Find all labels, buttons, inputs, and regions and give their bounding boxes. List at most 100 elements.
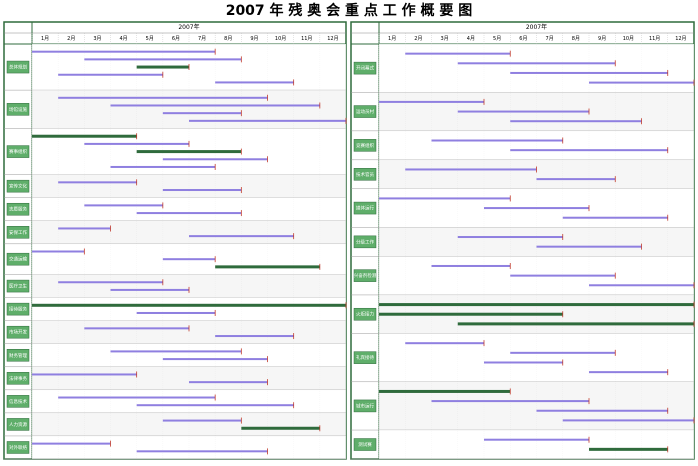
task-bar [110, 288, 189, 291]
section-band [32, 389, 346, 413]
task-bar [484, 438, 589, 441]
month-label: 12月 [675, 36, 686, 42]
month-label: 3月 [93, 36, 101, 42]
section-label: 宣传文化 [9, 183, 27, 190]
task-bar [189, 119, 346, 122]
section-label-box [6, 325, 30, 339]
task-bar [457, 62, 616, 65]
month-label: 7月 [198, 36, 206, 42]
section-band [32, 174, 346, 198]
month-label: 11月 [301, 36, 312, 42]
section-label-box [6, 252, 30, 266]
task-bar [162, 419, 242, 422]
section-label: 赛事组织 [9, 148, 27, 155]
task-bar [58, 227, 111, 230]
task-bar [379, 389, 511, 393]
task-bar [241, 426, 320, 430]
month-label: 5月 [493, 36, 501, 42]
task-bar [58, 396, 216, 399]
month-label: 6月 [519, 36, 527, 42]
month-label: 10月 [623, 36, 634, 42]
task-bar [110, 165, 216, 168]
section-band [379, 44, 694, 93]
task-bar [457, 110, 589, 113]
section-label-box [353, 307, 377, 321]
task-bar [589, 81, 694, 84]
section-label: 对外联络 [9, 444, 27, 451]
task-bar [136, 65, 189, 69]
section-label-box [353, 235, 377, 249]
task-bar [431, 139, 563, 142]
task-bar [431, 264, 511, 267]
section-label-box [6, 202, 30, 216]
section-label-box [6, 179, 30, 193]
section-band [32, 343, 346, 367]
task-bar [431, 400, 589, 403]
section-label-box [6, 279, 30, 293]
task-bar [510, 351, 616, 354]
task-bar [32, 50, 216, 53]
section-label-box [353, 438, 377, 451]
section-label: 交通运输 [9, 256, 27, 263]
task-bar [379, 312, 563, 316]
month-label: 9月 [598, 36, 606, 42]
month-label: 4月 [467, 36, 475, 42]
section-label-box [353, 269, 377, 282]
section-band [379, 130, 694, 160]
task-bar [189, 381, 268, 384]
task-bar [536, 409, 668, 412]
task-bar [162, 112, 242, 115]
month-label: 2月 [414, 36, 422, 42]
section-label-box [6, 349, 30, 362]
section-label-box [353, 139, 377, 152]
section-label: 开闭幕式 [356, 65, 374, 72]
task-bar [457, 322, 694, 326]
task-bar [58, 281, 163, 284]
month-label: 5月 [146, 36, 154, 42]
section-band [32, 366, 346, 390]
section-band [379, 159, 694, 189]
task-bar [215, 265, 320, 269]
section-label: 分级工作 [356, 238, 374, 245]
section-band [32, 220, 346, 244]
section-label-box [353, 351, 377, 364]
month-label: 12月 [327, 36, 338, 42]
section-label-box [353, 168, 377, 181]
section-label: 场馆设施 [9, 106, 27, 113]
task-bar [136, 450, 268, 453]
task-bar [589, 371, 668, 374]
section-label: 安保工作 [9, 229, 27, 236]
section-label: 媒体运行 [356, 205, 374, 212]
task-bar [136, 212, 242, 215]
section-label: 信息技术 [9, 398, 27, 405]
month-label: 10月 [275, 36, 286, 42]
task-bar [32, 442, 111, 445]
task-bar [562, 419, 694, 422]
month-label: 1月 [388, 36, 396, 42]
task-bar [84, 327, 189, 330]
year-label: 2007年 [178, 23, 199, 31]
task-bar [32, 250, 85, 253]
month-label: 8月 [572, 36, 580, 42]
section-label: 礼宾接待 [356, 354, 374, 361]
section-label-box [6, 226, 30, 239]
section-band [32, 320, 346, 344]
task-bar [484, 361, 563, 364]
section-label-box [6, 103, 30, 116]
task-bar [110, 104, 320, 107]
task-bar [84, 204, 163, 207]
section-label: 兴奋剂检测 [354, 272, 377, 279]
section-label: 运动员村 [356, 108, 374, 115]
section-label: 竞赛组织 [356, 142, 374, 149]
task-bar [84, 58, 242, 61]
section-label-box [6, 372, 30, 385]
section-band [32, 197, 346, 221]
task-bar [510, 120, 642, 123]
section-label-box [6, 302, 30, 316]
section-band [379, 430, 694, 459]
task-bar [510, 149, 668, 152]
task-bar [189, 235, 294, 238]
section-label-box [6, 145, 30, 158]
task-bar [84, 142, 189, 145]
month-label: 8月 [224, 36, 232, 42]
